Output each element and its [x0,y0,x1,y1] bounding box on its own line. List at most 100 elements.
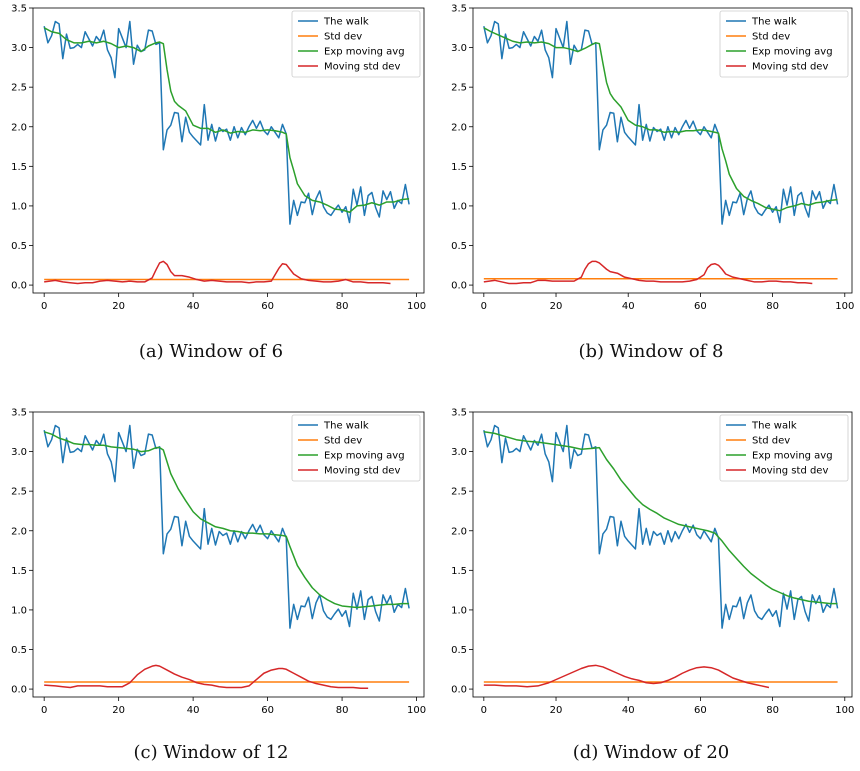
legend-label-walk: The walk [323,421,369,432]
x-tick-label: 20 [112,301,125,312]
plot-frame [472,411,853,698]
y-tick-label: 0.5 [11,645,27,656]
series-line-moving-std [44,260,391,285]
y-tick-label: 1.5 [451,162,467,173]
x-tick-label: 80 [766,301,779,312]
x-tick-label: 20 [550,301,563,312]
legend-label-std-dev: Std dev [752,436,790,447]
x-tick-label: 20 [550,705,563,716]
y-tick-label: 0.0 [451,281,467,292]
legend-box [291,10,421,78]
x-tick-label: 60 [694,301,707,312]
series-line-ema [483,27,838,212]
legend-box [719,10,849,78]
caption-window-6: (a) Window of 6 [138,341,284,362]
legend-box [719,414,849,482]
y-tick-label: 3.5 [11,408,27,419]
legend-label-std-dev: Std dev [324,32,362,43]
x-tick-label: 60 [261,301,274,312]
x-tick-label: 80 [336,301,349,312]
y-tick-label: 2.5 [11,83,27,94]
x-tick-label: 40 [187,301,200,312]
x-tick-label: 0 [41,301,47,312]
plot-frame [472,7,853,294]
legend-label-moving-std: Moving std dev [324,466,400,477]
series-line-moving-std [483,260,813,285]
y-tick-label: 1.0 [11,605,27,616]
y-tick-label: 0.0 [451,685,467,696]
legend: The walk Std dev Exp moving avg Moving std … [291,414,421,482]
legend-label-ema: Exp moving avg [752,47,833,58]
caption-window-20: (d) Window of 20 [572,742,730,763]
x-tick-label: 60 [261,705,274,716]
series-line-ema [43,27,410,213]
legend: The walk Std dev Exp moving avg Moving std … [719,414,849,482]
y-tick-label: 2.5 [11,487,27,498]
legend-label-ema: Exp moving avg [752,451,833,462]
legend-label-moving-std: Moving std dev [752,62,828,73]
x-tick-label: 20 [112,705,125,716]
legend-label-ema: Exp moving avg [324,451,405,462]
series-line-ema [483,431,838,605]
chart-panel-2: 0 20 40 60 80 100 0.0 0.5 1.0 1.5 2.0 2.5 3.0 3.5 The … [451,4,854,313]
legend-box [291,414,421,482]
chart-panel-3: 0 20 40 60 80 100 0.0 0.5 1.0 1.5 2.0 2.5 3.0 3.5 The … [11,408,426,717]
legend-label-std-dev: Std dev [752,32,790,43]
y-tick-label: 1.5 [451,566,467,577]
x-tick-label: 40 [187,705,200,716]
x-tick-label: 60 [694,705,707,716]
legend-label-walk: The walk [751,17,797,28]
y-tick-label: 3.5 [451,408,467,419]
legend-label-ema: Exp moving avg [324,47,405,58]
y-tick-label: 1.5 [11,566,27,577]
y-tick-label: 2.0 [451,526,467,537]
y-tick-label: 1.0 [11,201,27,212]
chart-panel-1: 0 20 40 60 80 100 0.0 0.5 1.0 1.5 2.0 2.5 3.0 3.5 The … [11,4,426,313]
x-tick-label: 40 [622,705,635,716]
y-tick-label: 0.0 [11,685,27,696]
x-tick-label: 100 [407,705,426,716]
y-tick-label: 3.0 [451,43,467,54]
caption-window-12: (c) Window of 12 [133,742,289,763]
x-tick-label: 80 [336,705,349,716]
legend-label-walk: The walk [323,17,369,28]
series-line-walk [483,424,839,629]
x-tick-label: 0 [41,705,47,716]
series-line-walk [43,424,410,629]
y-tick-label: 3.0 [11,447,27,458]
y-tick-label: 2.0 [11,526,27,537]
y-tick-label: 2.5 [451,487,467,498]
x-tick-label: 0 [481,301,487,312]
y-tick-label: 0.5 [451,645,467,656]
y-tick-label: 3.0 [451,447,467,458]
y-tick-label: 1.0 [451,201,467,212]
y-tick-label: 2.5 [451,83,467,94]
legend-label-moving-std: Moving std dev [752,466,828,477]
series-line-moving-std [44,664,369,690]
y-tick-label: 1.0 [451,605,467,616]
legend-label-moving-std: Moving std dev [324,62,400,73]
y-tick-label: 2.0 [451,122,467,133]
x-tick-label: 100 [835,705,854,716]
plot-frame [32,7,425,294]
x-tick-label: 40 [622,301,635,312]
series-line-ema [43,431,410,609]
y-tick-label: 0.5 [451,241,467,252]
y-tick-label: 1.5 [11,162,27,173]
x-tick-label: 80 [766,705,779,716]
plot-frame [32,411,425,698]
x-tick-label: 100 [407,301,426,312]
y-tick-label: 3.0 [11,43,27,54]
x-tick-label: 0 [481,705,487,716]
x-tick-label: 100 [835,301,854,312]
y-tick-label: 2.0 [11,122,27,133]
y-tick-label: 3.5 [11,4,27,15]
legend: The walk Std dev Exp moving avg Moving std … [719,10,849,78]
y-tick-label: 0.0 [11,281,27,292]
legend-label-std-dev: Std dev [324,436,362,447]
caption-window-8: (b) Window of 8 [578,341,724,362]
legend: The walk Std dev Exp moving avg Moving std … [291,10,421,78]
series-line-walk [483,20,839,225]
series-line-moving-std [483,664,770,689]
